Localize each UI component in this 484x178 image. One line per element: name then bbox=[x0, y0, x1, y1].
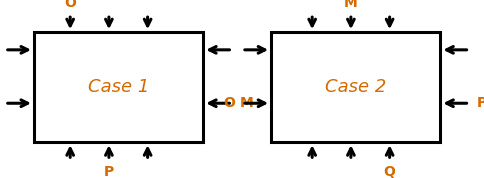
Text: O: O bbox=[64, 0, 76, 10]
Text: Q: Q bbox=[384, 165, 395, 178]
Text: M: M bbox=[344, 0, 358, 10]
Text: P: P bbox=[477, 96, 484, 110]
Text: M: M bbox=[240, 96, 253, 110]
Text: Case 2: Case 2 bbox=[325, 78, 386, 96]
Text: O: O bbox=[223, 96, 235, 110]
Text: Case 1: Case 1 bbox=[88, 78, 149, 96]
Text: P: P bbox=[104, 165, 114, 178]
